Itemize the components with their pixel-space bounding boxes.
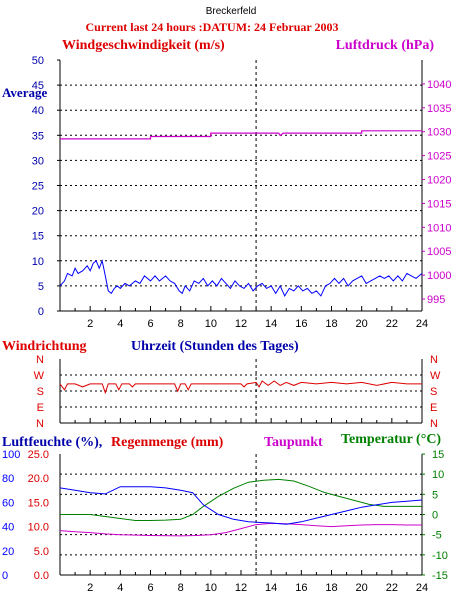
humidity-tick-label: 80 — [2, 473, 14, 485]
temp-tick-label: -10 — [432, 550, 448, 562]
direction-tick-right: S — [430, 386, 437, 398]
dewpoint-series — [59, 522, 422, 537]
y-tick-label-left: 40 — [32, 105, 44, 117]
chart-subtitle: Current last 24 hours :DATUM: 24 Februar… — [86, 20, 339, 34]
direction-tick-left: N — [36, 354, 44, 366]
x-tick-label: 12 — [235, 318, 247, 330]
rain-tick-label: 10.0 — [28, 522, 49, 534]
humidity-tick-label: 0 — [2, 570, 8, 582]
x-tick-label: 22 — [386, 318, 398, 330]
direction-tick-right: N — [430, 354, 438, 366]
direction-tick-left: S — [37, 386, 44, 398]
y-tick-label-right: 1020 — [427, 175, 451, 187]
average-label: Average — [2, 85, 47, 100]
time-axis-label: Uhrzeit (Stunden des Tages) — [131, 339, 299, 354]
direction-tick-right: W — [430, 370, 441, 382]
pressure-label: Luftdruck (hPa) — [336, 38, 435, 53]
rain-label: Regenmenge (mm) — [111, 435, 224, 450]
x-tick-label: 8 — [178, 318, 184, 330]
dewpoint-label: Taupunkt — [264, 435, 323, 450]
temp-tick-label: -5 — [432, 530, 442, 542]
rain-tick-label: 0.0 — [34, 570, 49, 582]
humidity-series — [59, 486, 423, 525]
x-tick-label: 16 — [295, 318, 307, 330]
rain-tick-label: 15.0 — [28, 497, 49, 509]
x-tick-label: 4 — [117, 582, 123, 594]
y-tick-label-right: 1015 — [427, 198, 451, 210]
x-tick-label: 16 — [295, 582, 307, 594]
y-tick-label-left: 15 — [32, 231, 44, 243]
chart-panels: 0510152025303540455099510001005101010151… — [2, 55, 451, 594]
y-tick-label-right: 1000 — [427, 270, 451, 282]
y-tick-label-right: 995 — [427, 294, 445, 306]
x-tick-label: 24 — [416, 318, 428, 330]
station-title: Breckerfeld — [206, 6, 257, 17]
temp-tick-label: 10 — [432, 469, 444, 481]
y-tick-label-left: 0 — [38, 306, 44, 318]
x-tick-label: 14 — [265, 582, 277, 594]
y-tick-label-left: 5 — [38, 281, 44, 293]
y-tick-label-left: 50 — [32, 55, 44, 67]
wind-speed-series — [59, 259, 423, 297]
y-tick-label-right: 1030 — [427, 127, 451, 139]
y-tick-label-left: 35 — [32, 130, 44, 142]
direction-tick-right: E — [430, 402, 437, 414]
humidity-tick-label: 20 — [2, 546, 14, 558]
y-tick-label-left: 30 — [32, 155, 44, 167]
wind-direction-label: Windrichtung — [2, 339, 87, 354]
x-tick-label: 24 — [416, 582, 428, 594]
y-tick-label-right: 1040 — [427, 79, 451, 91]
wind-direction-series — [59, 380, 422, 395]
x-tick-label: 14 — [265, 318, 277, 330]
x-tick-label: 18 — [325, 582, 337, 594]
x-tick-label: 6 — [147, 318, 153, 330]
x-tick-label: 4 — [117, 318, 123, 330]
x-tick-label: 2 — [87, 582, 93, 594]
temperature-series — [60, 478, 422, 521]
x-tick-label: 18 — [325, 318, 337, 330]
y-tick-label-right: 1025 — [427, 151, 451, 163]
y-tick-label-left: 25 — [32, 181, 44, 193]
x-tick-label: 8 — [178, 582, 184, 594]
y-tick-label-right: 1010 — [427, 222, 451, 234]
direction-tick-right: N — [430, 418, 438, 430]
y-tick-label-right: 1035 — [427, 103, 451, 115]
rain-tick-label: 5.0 — [34, 546, 49, 558]
temp-tick-label: 5 — [432, 489, 438, 501]
x-tick-label: 20 — [356, 582, 368, 594]
humidity-tick-label: 60 — [2, 497, 14, 509]
direction-tick-left: N — [36, 418, 44, 430]
x-tick-label: 12 — [235, 582, 247, 594]
wind-speed-label: Windgeschwindigkeit (m/s) — [62, 38, 225, 53]
temp-tick-label: 15 — [432, 449, 444, 461]
x-tick-label: 10 — [205, 318, 217, 330]
x-tick-label: 6 — [147, 582, 153, 594]
pressure-series — [60, 130, 422, 140]
x-tick-label: 20 — [356, 318, 368, 330]
y-tick-label-left: 10 — [32, 256, 44, 268]
direction-tick-left: E — [37, 402, 44, 414]
humidity-tick-label: 100 — [2, 449, 20, 461]
rain-tick-label: 20.0 — [28, 473, 49, 485]
rain-tick-label: 25.0 — [28, 449, 49, 461]
x-tick-label: 22 — [386, 582, 398, 594]
direction-tick-left: W — [34, 370, 45, 382]
x-tick-label: 2 — [87, 318, 93, 330]
x-tick-label: 10 — [205, 582, 217, 594]
y-tick-label-right: 1005 — [427, 246, 451, 258]
humidity-label: Luftfeuchte (%), — [2, 435, 102, 450]
y-tick-label-left: 20 — [32, 206, 44, 218]
humidity-tick-label: 40 — [2, 522, 14, 534]
temp-tick-label: 0 — [432, 510, 438, 522]
temp-tick-label: -15 — [432, 570, 448, 582]
y-tick-label-left: 45 — [32, 80, 44, 92]
temperature-label: Temperatur (°C) — [341, 432, 441, 447]
